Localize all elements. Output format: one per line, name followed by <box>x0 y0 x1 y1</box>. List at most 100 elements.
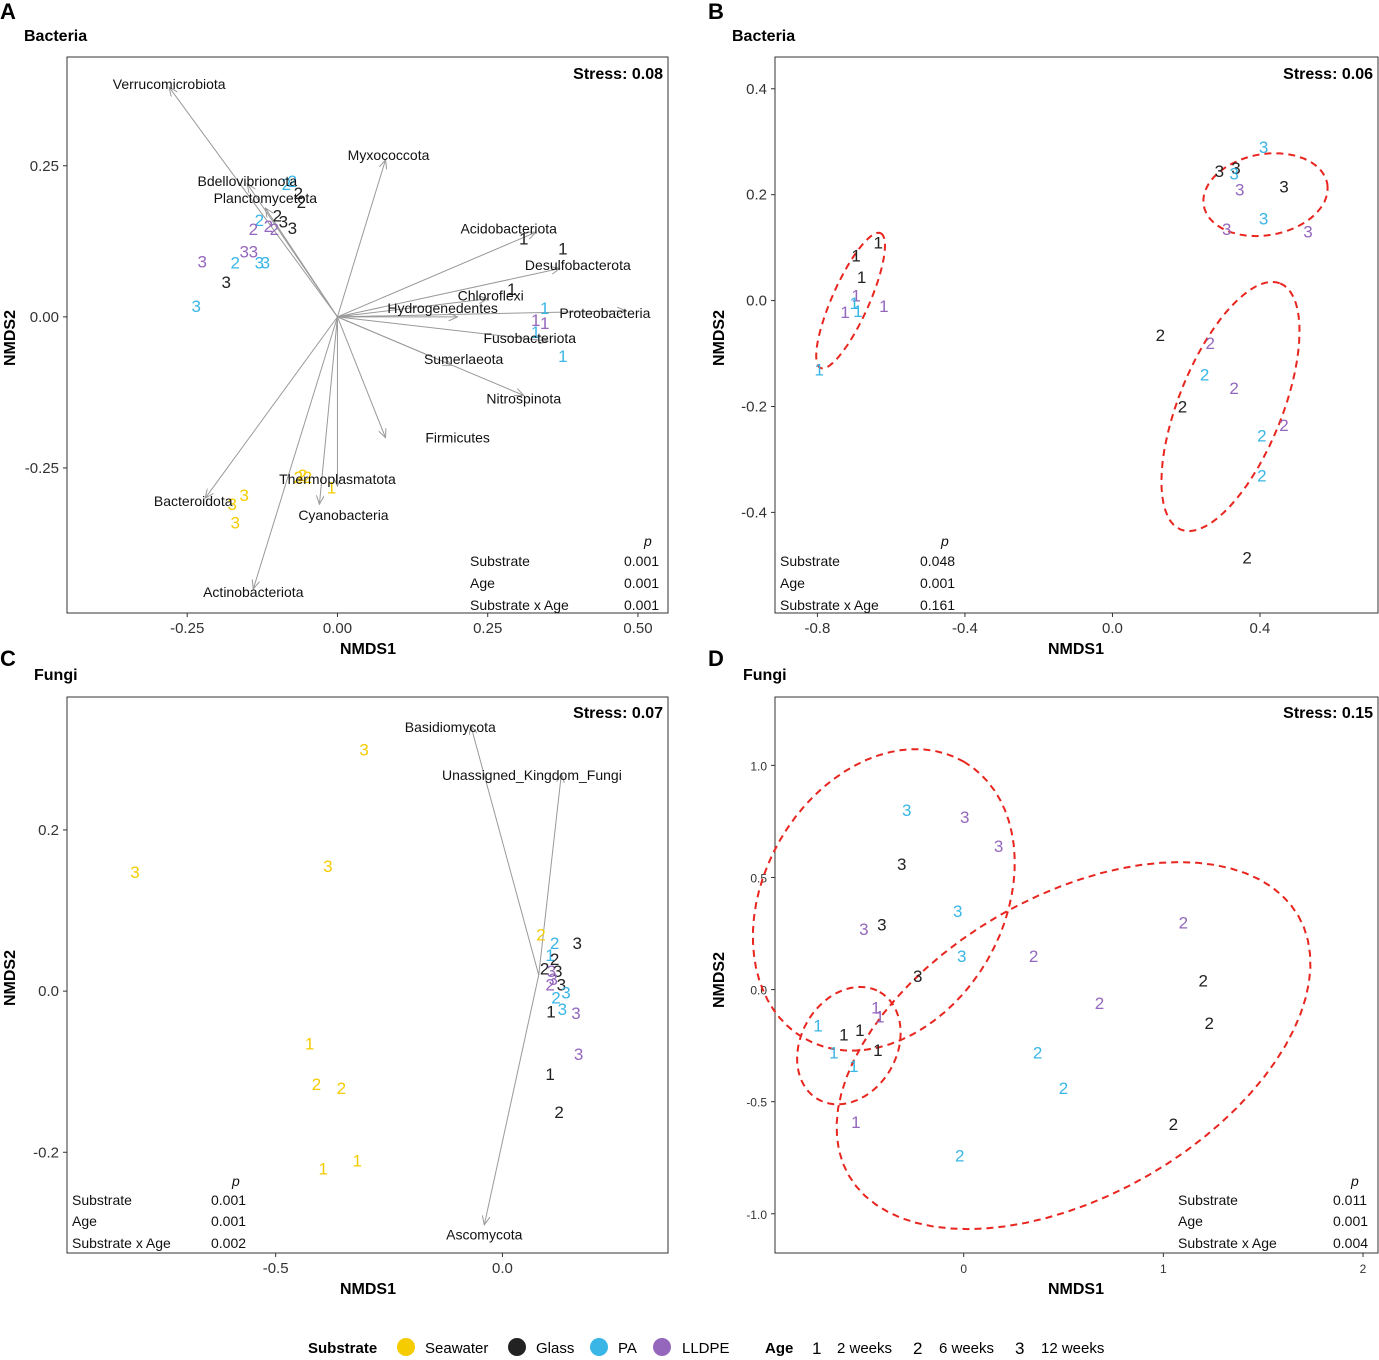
y-tick-label: 0.0 <box>746 293 767 310</box>
panel-a-stats-value: 0.001 <box>624 575 659 591</box>
data-point: 3 <box>1303 223 1312 242</box>
vector-label: Basidiomycota <box>405 719 496 735</box>
x-tick-label: 0.25 <box>473 620 502 637</box>
x-tick-label: 0 <box>960 1262 967 1276</box>
panel-d-letter: D <box>708 646 724 671</box>
x-tick-label: 0.4 <box>1250 620 1271 637</box>
data-point: 2 <box>1205 1014 1214 1033</box>
data-point: 2 <box>1242 548 1251 567</box>
data-point: 3 <box>960 808 969 827</box>
panel-d-stats-value: 0.011 <box>1333 1192 1367 1208</box>
panel-b-stats-value: 0.161 <box>920 597 955 613</box>
plot-frame <box>775 57 1378 613</box>
data-point: 1 <box>853 302 862 321</box>
panel-b-stats-value: 0.048 <box>920 553 955 569</box>
data-point: 1 <box>813 1016 822 1035</box>
panel-b-stats-row: Substrate <box>780 553 840 569</box>
panel-d-stats-row: Substrate x Age <box>1178 1235 1277 1251</box>
panel-c-ylabel: NMDS2 <box>2 950 19 1006</box>
vector-label: Bdellovibrionota <box>197 173 297 189</box>
vector-label: Verrucomicrobiota <box>113 76 226 92</box>
y-tick-label: 0.0 <box>38 983 59 1000</box>
panel-a-title: Bacteria <box>24 28 87 45</box>
x-tick-label: -0.25 <box>170 620 204 637</box>
data-point: 1 <box>873 1041 882 1060</box>
x-tick-label: 0.0 <box>1102 620 1123 637</box>
y-tick-label: 0.2 <box>746 187 767 204</box>
data-point: 2 <box>312 1075 321 1094</box>
panel-a: A Bacteria -0.25 0.00 0.25 0.50-0.250.000.2… <box>0 0 668 658</box>
data-point: 1 <box>546 1002 555 1021</box>
panel-a-letter: A <box>0 0 16 24</box>
data-point: 3 <box>222 273 231 292</box>
data-point: 2 <box>1279 416 1288 435</box>
x-tick-label: 0.50 <box>623 620 652 637</box>
data-point: 1 <box>874 233 883 252</box>
panel-c-stats-value: 0.002 <box>211 1235 246 1251</box>
panel-a-ylabel: NMDS2 <box>2 310 19 366</box>
confidence-ellipse <box>837 862 1311 1229</box>
data-point: 2 <box>1095 994 1104 1013</box>
data-point: 2 <box>249 220 258 239</box>
data-point: 1 <box>305 1034 314 1053</box>
vector-label: Planctomycetota <box>214 190 318 206</box>
legend-age-code: 2 <box>913 1339 922 1358</box>
panel-b: B Bacteria -0.8 -0.4 0.0 0.4-0.4-0.20.00.20… <box>708 0 1378 658</box>
legend-glass-swatch <box>508 1338 526 1356</box>
panel-c-stats-value: 0.001 <box>211 1213 246 1229</box>
data-point: 2 <box>955 1146 964 1165</box>
panel-d-stats-value: 0.004 <box>1333 1235 1368 1251</box>
data-point: 2 <box>1200 366 1209 385</box>
panel-d-plot: 0 1 2-1.0-0.50.00.51.03 33333 33 232222222211… <box>746 697 1378 1276</box>
x-tick-label: 0.00 <box>323 620 352 637</box>
panel-b-xlabel: NMDS1 <box>1048 641 1104 658</box>
vector-label: Desulfobacterota <box>525 257 631 273</box>
panel-d-stats-value: 0.001 <box>1333 1213 1368 1229</box>
data-point: 3 <box>1235 180 1244 199</box>
panel-b-stats-row: Age <box>780 575 805 591</box>
panel-b-stress: Stress: 0.06 <box>1283 66 1373 83</box>
vector-label: Ascomycota <box>446 1226 522 1242</box>
panel-a-plot: -0.25 0.00 0.25 0.50-0.250.000.25222222 2223… <box>25 57 668 637</box>
data-point: 2 <box>1257 427 1266 446</box>
x-tick-label: 1 <box>1160 1262 1167 1276</box>
data-point: 1 <box>353 1151 362 1170</box>
panel-c-letter: C <box>0 646 16 671</box>
legend-glass-label: Glass <box>536 1340 574 1357</box>
vector-label: Acidobacteriota <box>460 221 557 237</box>
panel-b-stats-header: p <box>940 533 949 549</box>
data-point: 3 <box>359 740 368 759</box>
legend-age-label: 12 weeks <box>1041 1340 1104 1357</box>
y-tick-label: 1.0 <box>750 759 767 773</box>
panel-c-stats-row: Substrate x Age <box>72 1235 171 1251</box>
panel-c-stress: Stress: 0.07 <box>573 705 663 722</box>
data-point: 3 <box>288 219 297 238</box>
vector-label: Bacteroidota <box>154 493 233 509</box>
y-tick-label: -0.25 <box>25 460 59 477</box>
legend: Substrate Seawater Glass PA LLDPE Age 1 … <box>308 1338 1104 1358</box>
vector-label: Nitrospinota <box>486 390 561 406</box>
data-point: 3 <box>197 252 206 271</box>
data-point: 3 <box>191 297 200 316</box>
panel-b-ylabel: NMDS2 <box>711 310 728 366</box>
vector-label: Cyanobacteria <box>298 507 388 523</box>
y-tick-label: -0.4 <box>741 504 767 521</box>
panel-c-stats-value: 0.001 <box>211 1192 246 1208</box>
confidence-ellipse <box>797 987 901 1104</box>
data-point: 3 <box>1259 210 1268 229</box>
x-tick-label: -0.5 <box>263 1260 289 1277</box>
data-point: 3 <box>574 1045 583 1064</box>
panel-c-stats-row: Age <box>72 1213 97 1229</box>
vector-label: Actinobacteriota <box>203 584 304 600</box>
y-tick-label: 0.4 <box>746 81 767 98</box>
panel-c-xlabel: NMDS1 <box>340 1281 396 1298</box>
panel-d-xlabel: NMDS1 <box>1048 1281 1104 1298</box>
data-point: 3 <box>130 863 139 882</box>
data-point: 3 <box>957 947 966 966</box>
panel-b-stats-row: Substrate x Age <box>780 597 879 613</box>
plot-frame <box>775 697 1378 1253</box>
vector-label: Myxococcota <box>348 147 430 163</box>
vector-arrow <box>337 160 385 317</box>
panel-a-stats-row: Substrate <box>470 553 530 569</box>
vector-label: Firmicutes <box>425 430 490 446</box>
